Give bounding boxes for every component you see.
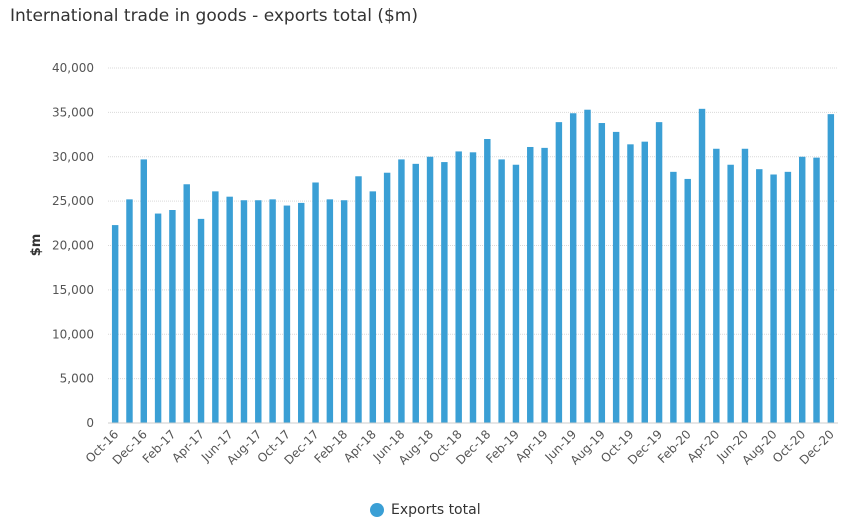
bar-feb-17[interactable]	[169, 210, 176, 423]
legend-label: Exports total	[391, 502, 481, 518]
x-tick-label: Apr-17	[169, 427, 207, 465]
bar-dec-16[interactable]	[140, 159, 148, 423]
bar-nov-17[interactable]	[298, 202, 305, 423]
bar-mar-17[interactable]	[183, 184, 190, 423]
bars	[111, 108, 835, 424]
bar-oct-19[interactable]	[627, 144, 634, 423]
bar-aug-20[interactable]	[770, 174, 777, 424]
y-axis-ticks: 0 5,000 10,000 15,000 20,000 25,000 30,000 35,0…	[52, 61, 94, 430]
bar-sep-20[interactable]	[784, 171, 792, 423]
x-tick-label: Apr-18	[341, 427, 379, 465]
y-tick-label: 30,000	[52, 150, 94, 164]
legend[interactable]: Exports total	[370, 502, 481, 518]
bar-nov-16[interactable]	[126, 199, 133, 423]
bar-may-20[interactable]	[727, 164, 734, 424]
bar-jul-20[interactable]	[756, 169, 763, 423]
bar-sep-18[interactable]	[441, 162, 448, 423]
bar-aug-19[interactable]	[598, 123, 606, 424]
bar-jun-19[interactable]	[569, 113, 577, 423]
bar-jul-18[interactable]	[412, 163, 419, 423]
y-tick-label: 25,000	[52, 194, 94, 208]
bar-apr-17[interactable]	[197, 218, 205, 423]
bar-oct-16[interactable]	[111, 225, 119, 423]
bar-dec-17[interactable]	[312, 182, 319, 423]
y-tick-label: 20,000	[52, 239, 94, 253]
bar-mar-18[interactable]	[355, 176, 362, 423]
bar-jan-19[interactable]	[498, 159, 505, 423]
bar-jun-20[interactable]	[741, 148, 749, 423]
y-tick-label: 5,000	[60, 372, 94, 386]
bar-jul-17[interactable]	[240, 200, 248, 423]
bar-jan-20[interactable]	[670, 171, 677, 423]
bar-mar-20[interactable]	[698, 108, 706, 423]
bar-apr-18[interactable]	[369, 191, 377, 423]
bar-nov-19[interactable]	[641, 141, 648, 423]
bar-may-19[interactable]	[555, 122, 563, 423]
bar-nov-20[interactable]	[813, 157, 820, 423]
y-tick-label: 10,000	[52, 327, 94, 341]
y-tick-label: 15,000	[52, 283, 94, 297]
bar-jun-18[interactable]	[398, 159, 405, 423]
bar-sep-19[interactable]	[612, 131, 620, 423]
bar-aug-18[interactable]	[426, 156, 434, 423]
bar-jun-17[interactable]	[226, 196, 233, 423]
bar-aug-17[interactable]	[255, 200, 262, 423]
x-tick-label: Apr-19	[513, 427, 551, 465]
bar-jan-18[interactable]	[326, 199, 334, 423]
bar-may-18[interactable]	[383, 172, 391, 423]
chart-title: International trade in goods - exports t…	[10, 6, 418, 26]
bar-oct-18[interactable]	[455, 151, 462, 424]
bar-oct-17[interactable]	[283, 205, 291, 423]
legend-swatch-icon	[370, 503, 384, 517]
bar-oct-20[interactable]	[798, 156, 806, 423]
bar-apr-20[interactable]	[713, 148, 720, 423]
y-tick-label: 40,000	[52, 61, 94, 75]
bar-jan-17[interactable]	[154, 213, 162, 423]
bar-jul-19[interactable]	[584, 109, 591, 424]
bar-nov-18[interactable]	[469, 152, 477, 423]
bar-feb-20[interactable]	[684, 178, 691, 423]
y-tick-label: 35,000	[52, 105, 94, 119]
bar-dec-19[interactable]	[655, 122, 663, 423]
bar-dec-20[interactable]	[827, 114, 835, 424]
bar-apr-19[interactable]	[541, 147, 548, 423]
bar-sep-17[interactable]	[269, 199, 276, 423]
bar-dec-18[interactable]	[484, 139, 491, 423]
y-tick-label: 0	[86, 416, 94, 430]
bar-mar-19[interactable]	[527, 146, 534, 424]
x-tick-label: Apr-20	[685, 427, 723, 465]
bar-feb-18[interactable]	[340, 200, 348, 423]
x-axis-ticks: Oct-16Dec-16Feb-17Apr-17Jun-17Aug-17Oct-…	[83, 427, 837, 467]
bar-may-17[interactable]	[212, 191, 219, 423]
bar-feb-19[interactable]	[512, 164, 520, 424]
y-axis-label: $m	[29, 234, 44, 257]
